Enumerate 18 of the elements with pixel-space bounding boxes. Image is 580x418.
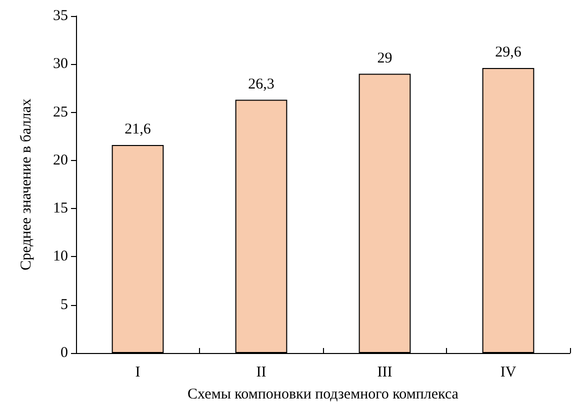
y-tick-label: 5 [60,296,68,313]
x-axis-title: Схемы компоновки подземного комплекса [188,386,459,402]
y-tick-label: 20 [53,152,68,168]
y-tick-label: 30 [53,56,68,72]
data-label: 29 [377,50,392,66]
y-tick-label: 15 [53,200,68,217]
y-tick-label: 25 [53,104,68,120]
x-tick-label: II [256,364,266,380]
data-label: 26,3 [248,76,274,92]
y-tick-label: 35 [53,8,68,24]
x-tick-label: IV [500,364,516,380]
data-label: 21,6 [124,122,152,138]
y-tick-label: 0 [60,345,68,361]
x-tick-label: III [377,364,392,380]
data-label: 29,6 [495,44,522,60]
y-tick-label: 10 [53,248,68,265]
y-axis-title: Среднее значение в баллах [18,98,34,270]
x-tick-label: I [135,364,140,380]
